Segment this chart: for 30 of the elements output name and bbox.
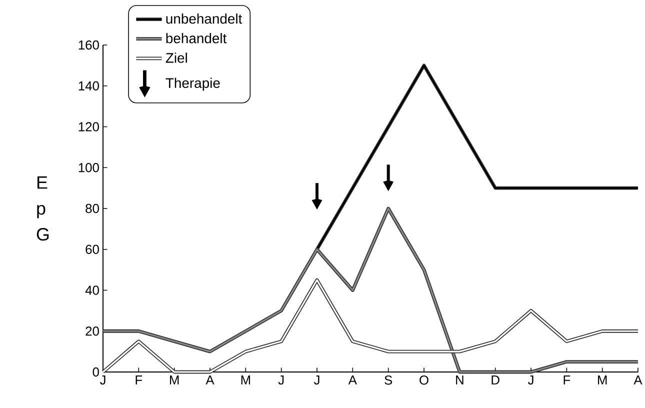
x-tick-label: F <box>564 376 570 384</box>
x-tick-label: M <box>170 376 179 384</box>
y-axis-title: E p G <box>36 176 49 241</box>
x-tick-label: S <box>384 376 392 385</box>
legend-label: Therapie <box>166 78 220 91</box>
x-tick-label: J <box>100 376 106 385</box>
x-tick-label: N <box>456 376 464 384</box>
x-tick-label: A <box>206 376 214 384</box>
x-tick-label: F <box>136 376 142 384</box>
y-tick-label: 0 <box>92 367 99 377</box>
x-tick-label: J <box>314 376 320 385</box>
y-tick-label: 60 <box>86 244 99 254</box>
y-tick-label: 100 <box>78 163 99 172</box>
x-tick-label: O <box>420 376 428 385</box>
y-tick-label: 120 <box>78 122 99 132</box>
x-tick-label: J <box>278 376 284 385</box>
x-tick-label: J <box>528 376 534 385</box>
legend-label: unbehandelt <box>166 13 242 24</box>
y-tick-label: 20 <box>86 326 99 336</box>
y-tick-label: 140 <box>78 81 99 90</box>
x-tick-label: A <box>634 376 642 384</box>
x-tick-label: M <box>241 376 250 384</box>
x-tick-label: D <box>492 376 500 384</box>
y-tick-label: 80 <box>86 204 99 214</box>
legend-label: behandelt <box>166 33 227 44</box>
x-tick-label: M <box>598 376 607 384</box>
x-tick-label: A <box>348 376 357 384</box>
y-tick-label: 40 <box>85 286 99 295</box>
y-tick-label: 160 <box>78 40 99 50</box>
legend-label: Ziel <box>166 52 187 63</box>
